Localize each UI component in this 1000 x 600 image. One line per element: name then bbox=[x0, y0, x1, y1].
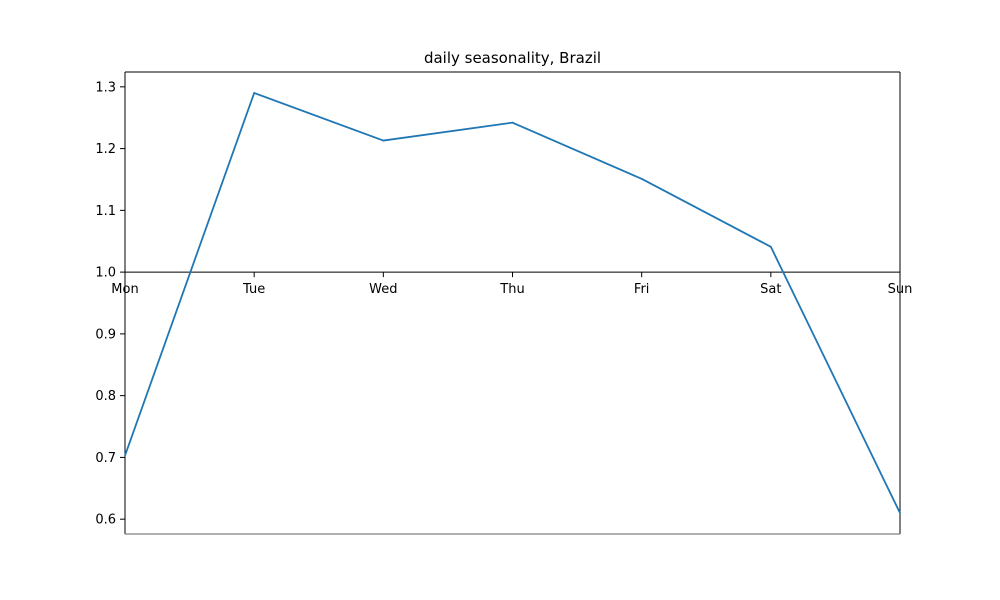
data-point bbox=[124, 454, 126, 457]
x-axis-ticks: Mon Tue Wed Thu Fri Sat Sun bbox=[111, 272, 912, 297]
y-tick-label: 0.6 bbox=[95, 513, 116, 528]
y-axis-ticks: 0.6 0.7 0.8 0.9 1.0 1.1 1.2 1.3 bbox=[95, 80, 125, 528]
y-tick-label: 0.8 bbox=[95, 389, 116, 404]
axis-spines bbox=[124, 71, 901, 535]
data-point bbox=[899, 512, 901, 514]
data-point bbox=[511, 121, 514, 124]
y-tick-label: 0.7 bbox=[95, 451, 116, 466]
y-tick-label: 1.3 bbox=[95, 80, 116, 95]
x-tick-label: Wed bbox=[369, 282, 397, 297]
x-tick-label: Thu bbox=[499, 282, 524, 297]
data-point bbox=[382, 139, 385, 142]
y-tick-label: 0.9 bbox=[95, 327, 116, 342]
y-tick-label: 1.1 bbox=[95, 204, 116, 219]
x-tick-label: Tue bbox=[242, 282, 265, 297]
x-tick-label: Fri bbox=[634, 282, 650, 297]
data-point bbox=[769, 245, 772, 248]
x-tick-label: Sat bbox=[760, 282, 781, 297]
series-layer bbox=[124, 92, 901, 514]
y-tick-label: 1.0 bbox=[95, 266, 116, 281]
data-point bbox=[253, 92, 256, 94]
chart-title: daily seasonality, Brazil bbox=[424, 49, 601, 67]
data-point bbox=[640, 177, 643, 180]
y-tick-label: 1.2 bbox=[95, 142, 116, 157]
